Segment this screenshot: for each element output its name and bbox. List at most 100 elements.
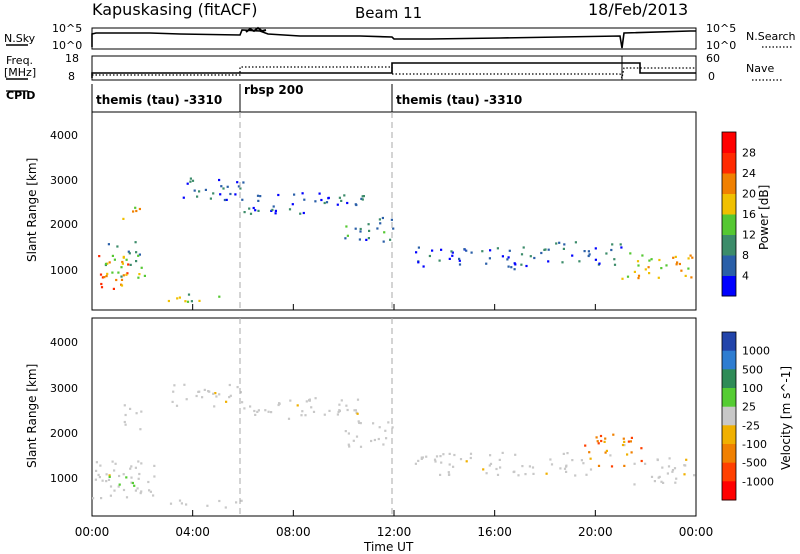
- velocity-frame: [91, 317, 697, 517]
- freq-line: [91, 62, 696, 78]
- power-cell: [376, 227, 379, 230]
- velocity-cell: [337, 410, 340, 414]
- power-cell: [367, 237, 370, 240]
- velocity-cell: [580, 459, 583, 462]
- velocity-cell: [180, 502, 183, 505]
- power-cell: [129, 263, 132, 266]
- velocity-cell: [353, 409, 356, 412]
- velocity-cell: [685, 458, 688, 461]
- cpid-segment-1: themis (tau) -3310: [96, 93, 222, 107]
- velocity-cell: [134, 466, 137, 469]
- power-cell: [611, 243, 614, 246]
- velocity-cell: [661, 466, 664, 469]
- velocity-cell: [588, 451, 591, 454]
- velocity-cell: [346, 408, 349, 412]
- velocity-feature-4: [171, 383, 244, 408]
- power-cell: [112, 287, 115, 290]
- power-cell: [274, 212, 277, 215]
- freq-label-line1: Freq.: [6, 54, 33, 67]
- velocity-cell: [101, 479, 104, 482]
- power-cell: [440, 248, 443, 251]
- velocity-cell: [630, 436, 633, 439]
- velocity-cell: [140, 490, 143, 493]
- velocity-cell: [108, 475, 111, 478]
- velocity-cell: [113, 489, 116, 492]
- velocity-cell: [122, 488, 126, 492]
- velocity-cell: [289, 399, 292, 402]
- velocity-cell: [338, 409, 341, 413]
- power-colorbar-tick: 24: [742, 167, 756, 180]
- velocity-cell: [239, 391, 242, 394]
- nave-tick-bottom: 0: [708, 70, 715, 83]
- power-cell: [657, 276, 660, 279]
- velocity-cell: [469, 452, 473, 455]
- power-cell: [105, 275, 108, 278]
- power-cell: [138, 273, 141, 276]
- velocity-cell: [225, 400, 228, 403]
- power-cell: [598, 262, 601, 265]
- power-cell: [520, 253, 524, 256]
- velocity-cell: [640, 459, 643, 463]
- velocity-ytick-1000: 1000: [50, 472, 78, 485]
- nsky-panel: N.Sky 10^5 10^0 10^5 10^0 N.Search: [4, 22, 796, 52]
- power-cell: [218, 295, 221, 298]
- velocity-cell: [328, 409, 331, 412]
- power-colorbar-swatch: [722, 275, 736, 297]
- power-cell: [115, 278, 118, 282]
- velocity-cell: [134, 489, 137, 492]
- power-cell: [547, 260, 550, 263]
- velocity-cell: [114, 462, 117, 465]
- velocity-cell: [97, 473, 100, 476]
- velocity-cell: [277, 403, 280, 407]
- power-cell: [120, 278, 124, 281]
- power-cell: [303, 198, 306, 201]
- cpid-label: CPID: [6, 89, 35, 102]
- power-panel: Slant Range [km] 1000 2000 3000 4000 Pow…: [25, 111, 771, 311]
- power-colorbar-tick: 20: [742, 188, 756, 201]
- velocity-cell: [421, 456, 424, 459]
- velocity-colorbar-frame: [721, 331, 737, 501]
- power-cell: [336, 203, 339, 206]
- velocity-data-marks: [92, 383, 696, 509]
- velocity-colorbar-tick: -100: [742, 438, 767, 451]
- velocity-cell: [359, 422, 362, 425]
- velocity-cell: [312, 410, 316, 413]
- power-cell: [320, 198, 323, 202]
- velocity-cell: [671, 470, 674, 473]
- velocity-cell: [355, 435, 359, 438]
- velocity-colorbar-ticks: 1000 500 100 25 -25 -100 -500 -1000: [742, 345, 774, 489]
- velocity-cell: [385, 437, 388, 440]
- station-title: Kapuskasing (fitACF): [92, 0, 257, 19]
- velocity-cell: [130, 481, 133, 484]
- velocity-cell: [574, 474, 577, 477]
- power-cell: [481, 250, 484, 253]
- velocity-cell: [198, 390, 201, 393]
- velocity-cell: [623, 440, 626, 443]
- power-cell: [277, 193, 280, 197]
- power-ytick-4000: 4000: [50, 129, 78, 142]
- power-cell: [514, 263, 517, 266]
- velocity-colorbar-swatch: [722, 481, 736, 501]
- velocity-cell: [236, 386, 239, 389]
- time-tick-label: 00:00: [75, 525, 110, 539]
- velocity-cell: [147, 480, 150, 484]
- velocity-cell: [565, 470, 568, 473]
- power-cell: [135, 251, 138, 254]
- power-cell: [274, 209, 277, 212]
- power-cell: [361, 195, 364, 198]
- velocity-cell: [622, 437, 625, 440]
- power-cell: [101, 276, 104, 279]
- power-cell: [301, 192, 304, 195]
- power-cell: [613, 263, 617, 266]
- power-cell: [513, 268, 516, 271]
- power-cell: [644, 268, 647, 271]
- velocity-cell: [139, 492, 142, 495]
- velocity-cell: [512, 470, 515, 474]
- velocity-cell: [140, 410, 143, 413]
- power-cell: [588, 253, 591, 256]
- velocity-cell: [100, 497, 103, 500]
- power-cell: [458, 263, 462, 266]
- date-title: 18/Feb/2013: [588, 0, 688, 19]
- power-cell: [610, 248, 613, 252]
